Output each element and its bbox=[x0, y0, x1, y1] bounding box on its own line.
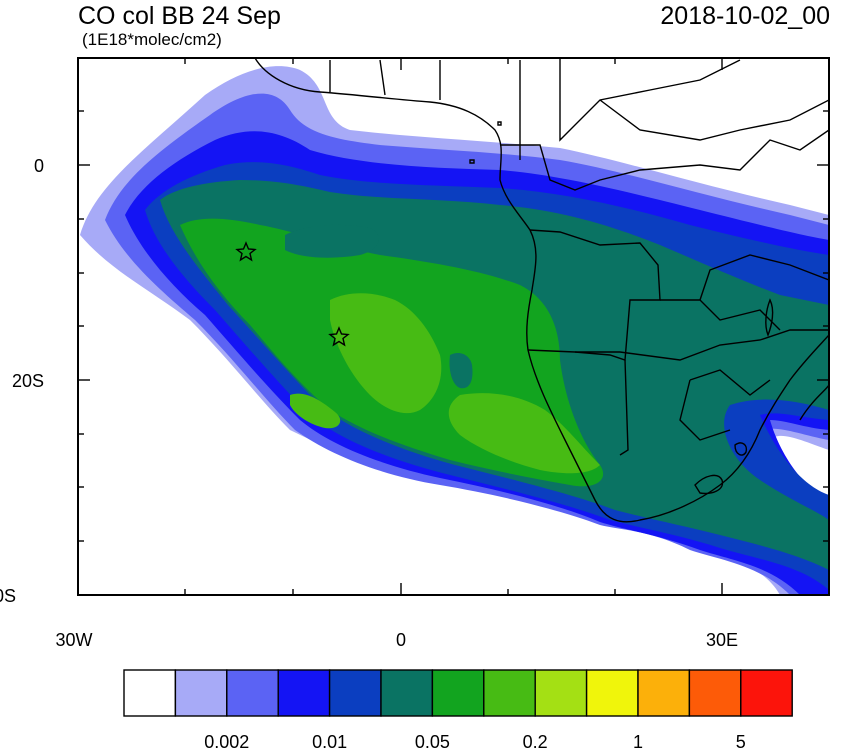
star-markers bbox=[235, 241, 350, 347]
eswatini-border bbox=[734, 442, 748, 456]
axis-ticks bbox=[77, 58, 830, 596]
colorbar-label: 0.002 bbox=[204, 732, 249, 750]
contour-island bbox=[285, 224, 379, 258]
country-borders-7 bbox=[329, 59, 441, 100]
madagascar-coast bbox=[799, 384, 829, 421]
co-contour-field bbox=[80, 66, 829, 595]
country-borders-4 bbox=[679, 369, 771, 441]
lake-outline bbox=[765, 298, 774, 337]
units-label: (1E18*molec/cm2) bbox=[82, 30, 222, 49]
colorbar-swatch bbox=[123, 669, 177, 717]
colorbar-swatch bbox=[174, 669, 228, 717]
colorbar-swatch bbox=[483, 669, 536, 717]
colorbar-swatch bbox=[637, 669, 691, 717]
colorbar-swatch bbox=[328, 669, 382, 717]
colorbar-label: 5 bbox=[736, 732, 746, 750]
colorbar-swatch bbox=[740, 669, 793, 717]
country-borders-6 bbox=[500, 129, 829, 191]
y-tick-label-0: 0 bbox=[34, 156, 44, 176]
x-tick-label-30w: 30W bbox=[55, 630, 92, 650]
colorbar-swatch bbox=[585, 669, 639, 717]
contour-band-7b bbox=[448, 393, 600, 474]
colorbar-swatch bbox=[688, 669, 742, 717]
country-borders-3 bbox=[660, 254, 829, 331]
y-tick-label-40s: 40S bbox=[0, 586, 16, 606]
colorbar-swatch bbox=[534, 669, 588, 717]
lesotho-border bbox=[694, 474, 724, 495]
colorbar-label: 0.2 bbox=[523, 732, 548, 750]
contour-band-7 bbox=[330, 293, 442, 414]
contour-band-7c bbox=[290, 393, 341, 429]
colorbar-swatch bbox=[431, 669, 485, 717]
island-1 bbox=[469, 159, 475, 164]
island-2 bbox=[497, 121, 502, 126]
map-title: CO col BB 24 Sep bbox=[78, 2, 281, 30]
x-tick-label-30e: 30E bbox=[706, 630, 738, 650]
colorbar-label: 0.01 bbox=[312, 732, 347, 750]
coastlines bbox=[254, 58, 829, 523]
country-borders-2 bbox=[575, 329, 829, 456]
date-label: 2018-10-02_00 bbox=[660, 2, 830, 30]
colorbar-swatch bbox=[277, 669, 331, 717]
colorbar: 0.002 0.01 0.05 0.2 1 5 bbox=[123, 669, 793, 750]
x-tick-label-0: 0 bbox=[396, 630, 406, 650]
contour-island-2 bbox=[449, 353, 473, 389]
y-tick-label-20s: 20S bbox=[12, 371, 44, 391]
star-marker-2 bbox=[328, 326, 350, 347]
colorbar-swatch bbox=[380, 669, 434, 717]
country-borders-5 bbox=[519, 58, 829, 160]
star-marker-1 bbox=[235, 241, 257, 262]
colorbar-swatch bbox=[226, 669, 279, 717]
colorbar-label: 0.05 bbox=[415, 732, 450, 750]
colorbar-label: 1 bbox=[633, 732, 643, 750]
